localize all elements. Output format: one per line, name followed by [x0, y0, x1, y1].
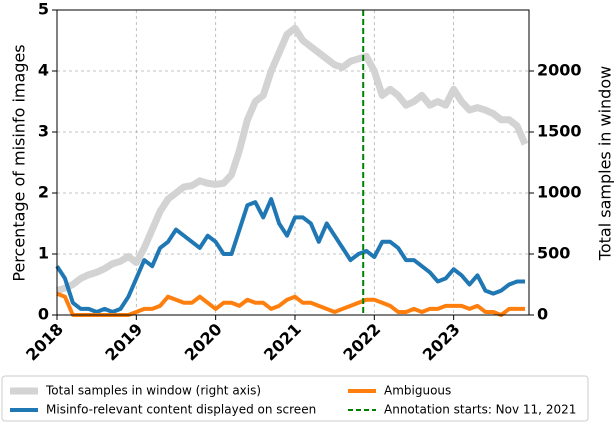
y-tick-label: 2 [38, 183, 49, 202]
y2-tick-label: 1500 [537, 122, 582, 141]
series-line [56, 291, 526, 317]
legend-label: Misinfo-relevant content displayed on sc… [46, 403, 316, 417]
legend-label: Ambiguous [384, 384, 451, 398]
x-tick-label: 2020 [181, 320, 226, 365]
series-line [55, 197, 526, 314]
x-tick-label: 2022 [339, 320, 384, 365]
y2-axis-label: Total samples in window [596, 66, 615, 261]
series-line [55, 24, 529, 294]
x-tick-label: 2018 [22, 320, 67, 365]
x-tick-label: 2023 [419, 320, 464, 365]
y2-tick-label: 500 [537, 244, 570, 263]
legend-box [1, 375, 589, 422]
x-tick-label: 2021 [260, 320, 305, 365]
legend-label: Annotation starts: Nov 11, 2021 [384, 403, 576, 417]
y2-tick-label: 0 [537, 305, 548, 324]
legend-label: Total samples in window (right axis) [45, 384, 261, 398]
x-tick-label: 2019 [101, 320, 146, 365]
y2-tick-label: 1000 [537, 183, 582, 202]
y2-tick-label: 2000 [537, 61, 582, 80]
y-tick-label: 1 [38, 244, 49, 263]
y-tick-label: 0 [38, 305, 49, 324]
y-tick-label: 4 [38, 61, 49, 80]
y-axis-label: Percentage of misinfo images [10, 44, 29, 281]
y-tick-label: 5 [38, 0, 49, 19]
plot-frame [56, 9, 530, 316]
y-tick-label: 3 [38, 122, 49, 141]
